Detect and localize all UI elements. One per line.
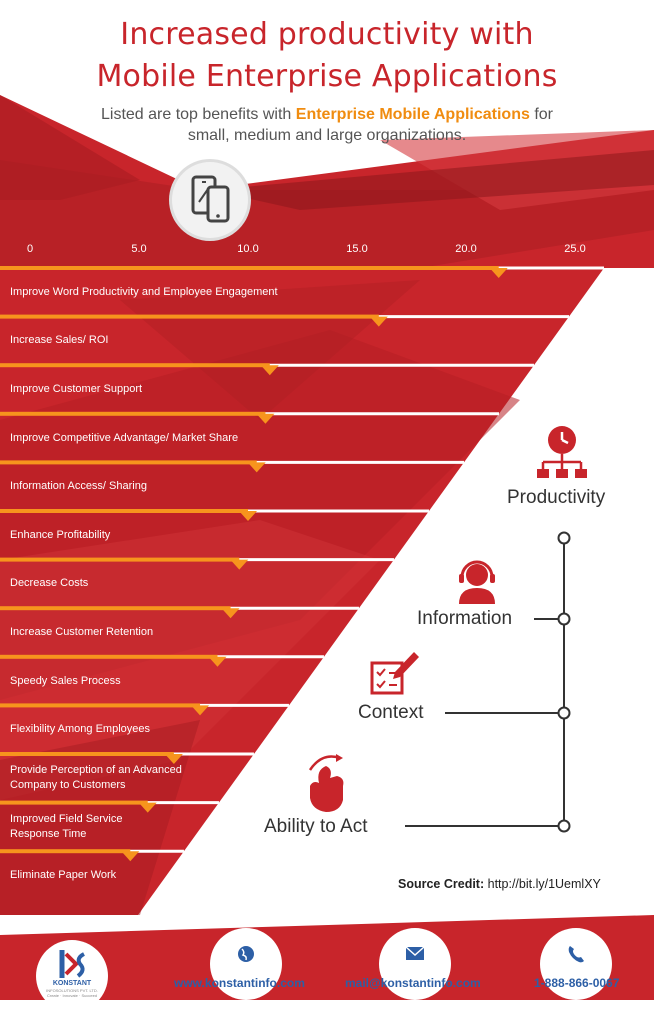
category-label: Speedy Sales Process — [10, 674, 330, 689]
category-label: Improve Customer Support — [10, 382, 330, 397]
category-label-line: Speedy Sales Process — [10, 674, 121, 687]
bar — [0, 800, 148, 805]
bar — [0, 654, 218, 659]
bar-marker — [230, 559, 249, 570]
logo-subtext: INFOSOLUTIONS PVT. LTD. — [46, 988, 98, 993]
subtitle-line1: Listed are top benefits with Enterprise … — [0, 104, 654, 125]
mail-icon — [405, 946, 425, 960]
bar-marker — [191, 705, 210, 716]
category-label: Eliminate Paper Work — [10, 868, 330, 883]
bar — [0, 314, 379, 319]
subtitle-line2: small, medium and large organizations. — [187, 127, 467, 144]
email-circle — [379, 928, 451, 1000]
productivity-label: Productivity — [507, 487, 606, 508]
bar — [0, 509, 248, 513]
headset-person-icon — [459, 560, 495, 604]
bar-marker — [239, 511, 257, 521]
category-label: Flexibility Among Employees — [10, 722, 330, 737]
bar-marker — [208, 656, 227, 667]
mobile-devices-icon — [172, 162, 248, 238]
credit-label: Source Credit: — [398, 877, 485, 891]
x-tick-label: 5.0 — [131, 243, 147, 255]
bar-marker — [260, 365, 279, 376]
category-label: Decrease Costs — [10, 576, 330, 591]
category-label-line: Decrease Costs — [10, 577, 89, 590]
x-tick-label: 10.0 — [237, 243, 259, 255]
bar-marker — [256, 413, 275, 424]
category-label-line: Increase Customer Retention — [10, 626, 154, 638]
x-tick-label: 15.0 — [346, 243, 368, 255]
bar — [0, 460, 257, 465]
category-label-line: Enhance Profitability — [10, 528, 111, 541]
clock-hierarchy-icon — [537, 426, 587, 478]
website-circle — [210, 928, 282, 1000]
subtitle-highlight: Enterprise Mobile Applications — [295, 106, 530, 123]
page-title-line2: Mobile Enterprise Applications — [96, 59, 558, 94]
phone-link[interactable]: 1-888-866-0067 — [534, 976, 620, 990]
bar — [0, 557, 240, 562]
category-label-line: Improve Competitive Advantage/ Market Sh… — [10, 431, 239, 444]
phone-circle — [540, 928, 612, 1000]
x-tick-label: 20.0 — [455, 243, 477, 255]
category-label: Provide Perception of an Advanced Company… — [10, 763, 330, 793]
category-label-line: Improve Word Productivity and Employee E… — [10, 285, 278, 298]
ability-to-act-label: Ability to Act — [264, 816, 368, 837]
bar-marker — [247, 462, 266, 473]
context-label: Context — [358, 702, 424, 723]
category-label-line: Eliminate Paper Work — [10, 869, 117, 881]
email-link[interactable]: mail@konstantinfo.com — [345, 976, 481, 990]
x-tick-label: 25.0 — [564, 243, 586, 255]
bar — [0, 703, 201, 708]
category-label: Improve Competitive Advantage/ Market Sh… — [10, 431, 330, 446]
bar-marker — [138, 802, 157, 813]
konstant-logo-icon — [59, 950, 85, 978]
category-label-line: Improve Customer Support — [10, 383, 143, 395]
website-link[interactable]: www.konstantinfo.com — [174, 976, 305, 990]
bar-marker — [489, 268, 508, 278]
x-tick-label: 0 — [26, 243, 34, 255]
bar-marker — [121, 851, 140, 862]
category-label: Increase Sales/ ROI — [10, 333, 330, 348]
bar — [0, 849, 131, 854]
category-label: Enhance Profitability — [10, 528, 330, 543]
bar — [0, 363, 270, 368]
information-label: Information — [417, 608, 513, 629]
checklist-pencil-icon — [370, 652, 419, 695]
bar-marker — [221, 608, 240, 619]
bar — [0, 411, 266, 416]
category-label-line: Flexibility Among Employees — [10, 723, 151, 736]
category-label-line: Improved Field Service — [10, 812, 123, 825]
logo-circle — [36, 940, 108, 1012]
bar-marker — [164, 754, 183, 764]
hand-tap-icon — [308, 754, 344, 812]
category-label-line: Provide Perception of an Advanced — [10, 764, 182, 777]
category-label: Improved Field Service Response Time — [10, 812, 330, 842]
category-label-line: Response Time — [10, 827, 87, 840]
category-label: Information Access/ Sharing — [10, 479, 330, 494]
bar — [0, 266, 499, 270]
category-label-line: Information Access/ Sharing — [10, 480, 147, 493]
credit-url[interactable]: http://bit.ly/1UemlXY — [487, 877, 601, 891]
page-title-line1: Increased productivity with — [120, 17, 534, 52]
subtitle-text-end: for — [529, 106, 553, 123]
category-label-line: Company to Customers — [10, 779, 126, 792]
bar — [0, 752, 174, 756]
bar — [0, 606, 231, 611]
phone-icon — [568, 946, 584, 963]
source-credit: Source Credit: http://bit.ly/1UemlXY — [398, 877, 601, 891]
logo-tagline: Create · Innovate · Succeed — [46, 993, 98, 998]
globe-icon — [238, 946, 254, 962]
logo-text: KONSTANT — [52, 980, 92, 987]
subtitle-text: Listed are top benefits with — [100, 106, 296, 123]
category-label: Improve Word Productivity and Employee E… — [10, 285, 330, 300]
bar-marker — [369, 316, 388, 327]
category-label: Increase Customer Retention — [10, 625, 330, 640]
category-label-line: Increase Sales/ ROI — [10, 334, 109, 347]
